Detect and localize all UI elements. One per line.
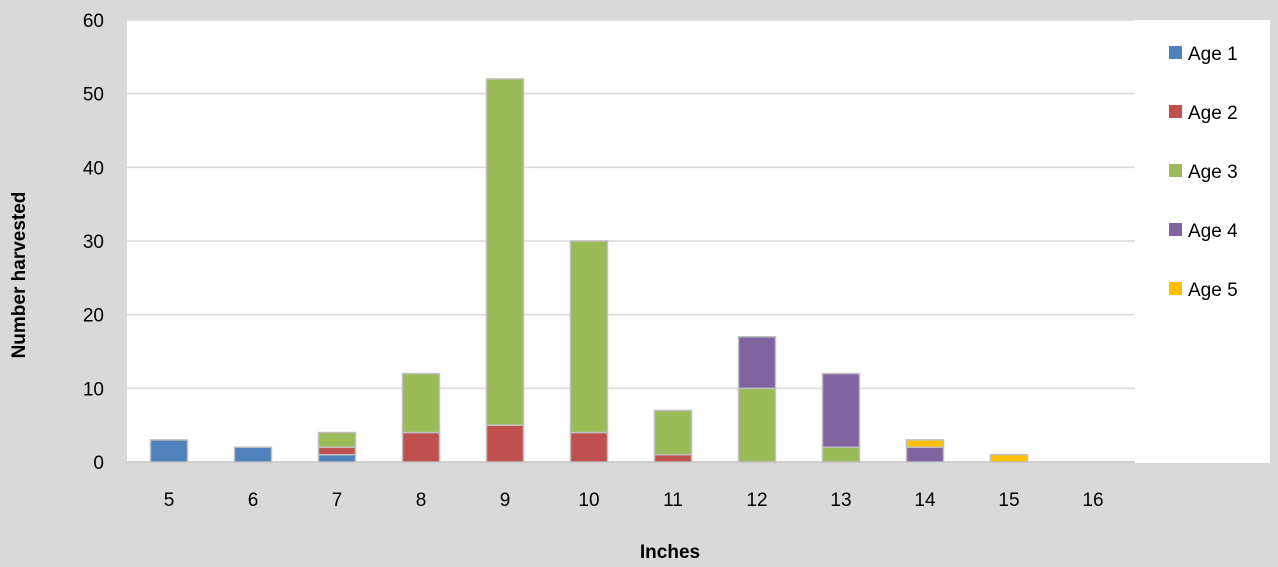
bar-segment — [485, 78, 525, 426]
bar-segment — [989, 453, 1029, 463]
x-tick-label: 6 — [248, 490, 259, 511]
legend-label: Age 3 — [1188, 162, 1238, 183]
x-tick-label: 8 — [416, 490, 427, 511]
bar-segment — [821, 372, 861, 449]
x-tick-label: 15 — [998, 490, 1019, 511]
y-tick-label: 60 — [83, 11, 104, 32]
bar-segment — [821, 446, 861, 463]
legend: Age 1 Age 2 Age 3 Age 4 Age 5 — [1169, 44, 1238, 301]
bar-segment — [317, 446, 357, 456]
bar-segment — [317, 431, 357, 449]
bar-segment — [737, 336, 777, 390]
legend-label: Age 5 — [1188, 280, 1238, 301]
bar-segment — [569, 431, 609, 463]
legend-swatch — [1169, 46, 1182, 59]
bar-segment — [653, 453, 693, 463]
x-tick-label: 13 — [830, 490, 851, 511]
bar-segment — [905, 439, 945, 449]
legend-swatch — [1169, 282, 1182, 295]
legend-label: Age 2 — [1188, 103, 1238, 124]
bar-segment — [569, 240, 609, 434]
y-axis-title: Number harvested — [9, 192, 30, 359]
x-tick-label: 16 — [1082, 490, 1103, 511]
x-tick-label: 11 — [663, 490, 683, 511]
x-tick-label: 10 — [578, 490, 599, 511]
legend-swatch — [1169, 105, 1182, 118]
gridlines — [127, 19, 1135, 463]
bar-segment — [485, 424, 525, 463]
bar-segment — [317, 453, 357, 463]
bar-segment — [233, 446, 273, 463]
bar-segment — [905, 446, 945, 463]
legend-label: Age 4 — [1188, 221, 1238, 242]
bar-segment — [737, 387, 777, 463]
bar-segment — [653, 409, 693, 456]
y-tick-label: 10 — [83, 379, 104, 400]
x-axis-ticks: 5 6 7 8 9 10 11 12 13 14 15 16 — [164, 490, 1104, 511]
x-tick-label: 9 — [500, 490, 511, 511]
y-tick-label: 30 — [83, 232, 104, 253]
y-tick-label: 40 — [83, 158, 104, 179]
y-tick-label: 0 — [93, 453, 104, 474]
y-tick-label: 50 — [83, 85, 104, 106]
bars — [149, 78, 1029, 463]
legend-swatch — [1169, 164, 1182, 177]
x-tick-label: 5 — [164, 490, 175, 511]
bar-segment — [401, 431, 441, 463]
x-tick-label: 14 — [914, 490, 936, 511]
x-tick-label: 12 — [746, 490, 767, 511]
bar-segment — [149, 439, 189, 463]
legend-swatch — [1169, 223, 1182, 236]
x-tick-label: 7 — [332, 490, 343, 511]
x-axis-title: Inches — [640, 542, 700, 563]
legend-label: Age 1 — [1188, 44, 1238, 65]
bar-segment — [401, 372, 441, 434]
y-axis-ticks: 0 10 20 30 40 50 60 — [83, 11, 104, 474]
y-tick-label: 20 — [83, 306, 104, 327]
